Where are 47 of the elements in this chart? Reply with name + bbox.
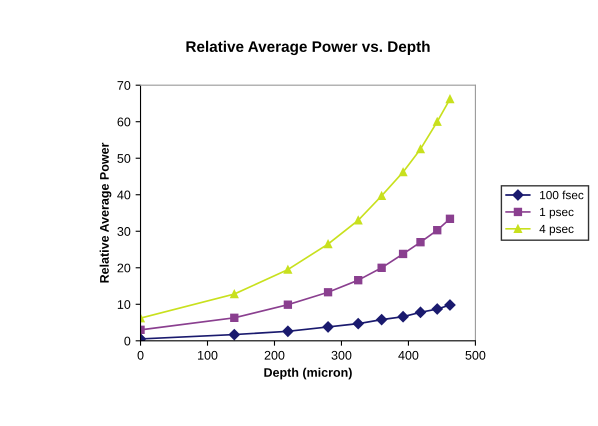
y-tick-label: 50 xyxy=(117,154,130,163)
y-tick-label: 0 xyxy=(124,336,130,346)
point xyxy=(433,118,442,126)
x-tick-label: 400 xyxy=(398,350,418,360)
y-axis-title: Relative Average Power xyxy=(100,142,112,283)
point xyxy=(352,318,364,330)
x-axis-title: Depth (micron) xyxy=(264,368,352,380)
point xyxy=(432,303,443,315)
point xyxy=(414,306,426,318)
point xyxy=(398,168,408,176)
point xyxy=(398,250,408,258)
point xyxy=(444,299,456,311)
x-tick-label: 0 xyxy=(138,350,144,360)
point xyxy=(377,192,386,200)
y-tick-label: 70 xyxy=(118,81,130,90)
x-tick-label: 200 xyxy=(264,350,284,360)
y-tick-label: 30 xyxy=(117,227,130,236)
x-tick-label: 100 xyxy=(198,350,218,360)
point xyxy=(230,290,238,298)
point xyxy=(354,276,362,284)
legend-label: 100 fsec xyxy=(540,190,584,200)
point xyxy=(284,265,292,274)
point xyxy=(446,94,454,104)
point xyxy=(230,314,238,322)
y-tick-label: 20 xyxy=(118,264,130,272)
point xyxy=(324,240,332,248)
point xyxy=(322,321,334,333)
legend-label: 4 psec xyxy=(539,224,574,236)
point xyxy=(228,328,240,340)
point xyxy=(416,144,425,154)
point xyxy=(416,238,425,246)
chart-title: Relative Average Power vs. Depth xyxy=(186,40,430,56)
point xyxy=(324,288,332,296)
x-tick-label: 300 xyxy=(332,350,352,360)
point xyxy=(446,214,454,224)
y-tick-label: 10 xyxy=(118,300,130,309)
y-tick-label: 40 xyxy=(117,190,130,200)
y-tick-label: 60 xyxy=(118,118,130,126)
point xyxy=(282,326,294,337)
point xyxy=(433,226,442,234)
point xyxy=(354,216,362,224)
point xyxy=(284,300,292,309)
point xyxy=(377,264,386,272)
x-tick-label: 500 xyxy=(465,350,486,360)
legend-label: 1 psec xyxy=(540,208,574,218)
point xyxy=(397,311,409,322)
point xyxy=(376,314,388,326)
